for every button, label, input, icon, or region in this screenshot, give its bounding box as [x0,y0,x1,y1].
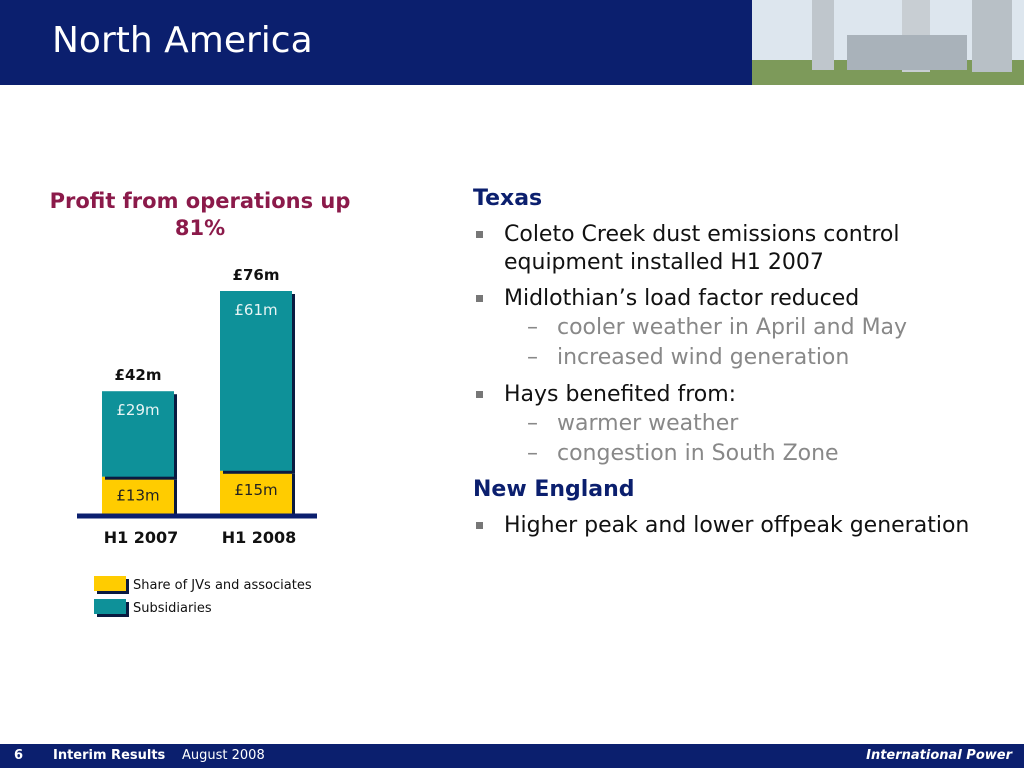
chart: £13m £29m £42m H1 2007 £15m £61m £76m H1 2008 Sh… [77,266,317,617]
sub-bullet: warmer weather [473,409,993,439]
bullet-text: Coleto Creek dust emissions control equi… [504,222,900,275]
bullet-text: Hays benefited from: [504,382,737,407]
page-number: 6 [14,748,24,763]
legend-label: Share of JVs and associates [133,578,312,593]
footer-bar: 6 Interim Results August 2008 Internatio… [0,744,1024,768]
legend-swatch [94,599,126,614]
header-photo [752,0,1024,85]
doc-date: August 2008 [182,748,265,763]
bullet: Higher peak and lower offpeak generation [473,512,993,540]
bar-segment [102,391,174,477]
legend-label: Subsidiaries [133,601,212,616]
doc-name: Interim Results [53,748,166,763]
bullet-text: Midlothian’s load factor reduced [504,286,860,311]
chart-title: Profit from operations up 81% [49,189,351,240]
value-label: £15m [234,481,277,499]
total-label: £42m [115,366,162,384]
bullet: Midlothian’s load factor reducedcooler w… [473,285,993,373]
section-heading: Texas [473,186,543,211]
section: Texas Coleto Creek dust emissions control… [473,186,993,469]
section: New England Higher peak and lower offpeak… [473,477,993,540]
bullet: Hays benefited from:warmer weatherconges… [473,381,993,469]
slide-title: North America [52,20,313,61]
bar-segment [220,291,292,471]
value-label: £61m [234,301,277,319]
sub-bullet: congestion in South Zone [473,439,993,469]
x-tick-label: H1 2007 [104,528,179,547]
bar-segment [220,470,292,515]
sub-bullet: increased wind generation [473,343,993,373]
company: International Power [866,748,1012,763]
bullet-text: Higher peak and lower offpeak generation [504,513,970,538]
sub-bullet: cooler weather in April and May [473,313,993,343]
value-label: £29m [116,401,159,419]
x-tick-label: H1 2008 [222,528,297,547]
value-label: £13m [116,487,159,505]
header-bar: North America [0,0,1024,85]
total-label: £76m [233,266,280,284]
section-heading: New England [473,477,635,502]
bullet: Coleto Creek dust emissions control equi… [473,221,993,277]
bullet-list: Texas Coleto Creek dust emissions control… [473,186,993,548]
bar-segment [102,476,174,515]
legend-swatch [94,576,126,591]
